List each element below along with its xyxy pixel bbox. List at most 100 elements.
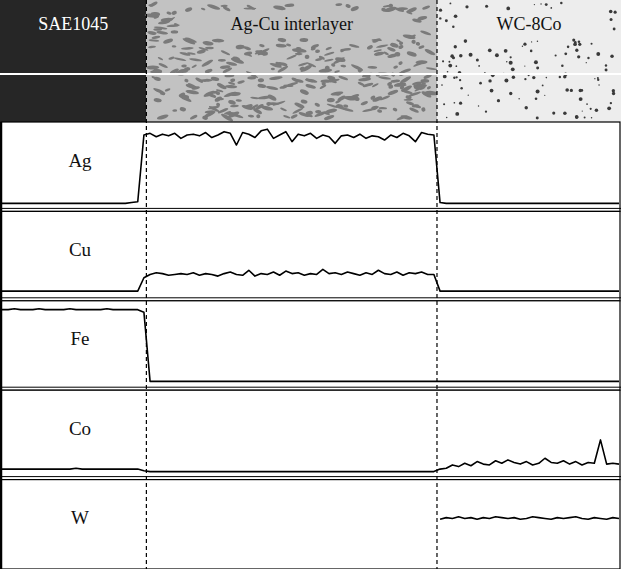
texture-grain — [179, 51, 191, 56]
texture-grain — [426, 67, 438, 71]
texture-grain — [220, 50, 230, 56]
texture-grain — [149, 1, 158, 8]
texture-grain — [394, 52, 400, 57]
texture-grain — [283, 84, 293, 87]
texture-grain — [290, 113, 298, 119]
texture-grain — [406, 6, 418, 14]
texture-grain — [158, 62, 168, 69]
texture-dot — [567, 46, 570, 49]
texture-dot — [565, 88, 569, 92]
texture-grain — [248, 115, 254, 118]
texture-dot — [572, 39, 575, 42]
texture-grain — [318, 68, 332, 73]
texture-grain — [424, 48, 436, 57]
texture-grain — [406, 10, 413, 15]
texture-dot — [460, 87, 463, 90]
panel-separator — [0, 476, 621, 477]
texture-grain — [157, 56, 163, 60]
texture-dot — [578, 40, 581, 43]
texture-grain — [304, 54, 309, 59]
texture-grain — [225, 85, 238, 89]
texture-grain — [415, 60, 427, 64]
panel-left-edge — [0, 211, 2, 300]
texture-dot — [448, 64, 452, 68]
texture-dot — [455, 76, 457, 78]
texture-grain — [350, 63, 364, 72]
texture-grain — [277, 37, 286, 42]
texture-grain — [154, 26, 168, 30]
texture-dot — [443, 75, 447, 79]
texture-dot — [536, 89, 540, 93]
texture-dot — [454, 45, 457, 48]
texture-dot — [485, 110, 487, 112]
texture-grain — [246, 4, 255, 11]
texture-grain — [201, 58, 214, 67]
texture-dot — [490, 89, 494, 93]
texture-grain — [171, 10, 177, 15]
texture-grain — [168, 56, 175, 60]
texture-grain — [286, 43, 292, 47]
texture-grain — [173, 57, 186, 62]
texture-grain — [295, 53, 303, 56]
texture-dot — [510, 56, 512, 58]
texture-grain — [280, 107, 287, 112]
texture-grain — [146, 65, 159, 69]
texture-dot — [550, 7, 552, 9]
texture-dot — [524, 78, 526, 80]
texture-grain — [276, 43, 287, 47]
texture-dot — [563, 112, 567, 116]
texture-grain — [347, 93, 360, 101]
texture-dot — [575, 49, 578, 52]
texture-dot — [552, 112, 555, 115]
texture-grain — [255, 49, 269, 56]
texture-dot — [579, 97, 583, 101]
texture-grain — [184, 6, 192, 12]
texture-dot — [504, 49, 508, 53]
texture-grain — [148, 39, 159, 42]
texture-grain — [324, 51, 335, 56]
profile-line — [440, 517, 619, 520]
texture-grain — [372, 39, 382, 41]
texture-grain — [345, 3, 351, 8]
texture-dot — [497, 99, 500, 102]
texture-dot — [545, 3, 548, 6]
texture-dot — [469, 53, 473, 57]
texture-grain — [153, 87, 166, 95]
texture-dot — [598, 84, 600, 86]
texture-grain — [216, 89, 224, 93]
region-image — [0, 0, 146, 122]
texture-grain — [297, 49, 307, 53]
texture-grain — [228, 81, 236, 85]
texture-grain — [178, 94, 192, 104]
texture-dot — [468, 94, 469, 95]
texture-grain — [414, 86, 423, 92]
texture-grain — [229, 92, 241, 97]
texture-grain — [203, 89, 216, 98]
texture-grain — [151, 12, 161, 17]
profile-line — [2, 440, 619, 472]
texture-grain — [378, 76, 392, 81]
profile-line — [2, 129, 619, 203]
texture-dot — [605, 64, 607, 66]
texture-grain — [381, 7, 387, 12]
texture-dot — [564, 52, 567, 55]
texture-grain — [230, 57, 244, 65]
texture-dot — [540, 3, 541, 4]
texture-dot — [464, 39, 468, 43]
texture-grain — [310, 47, 316, 51]
texture-dot — [546, 77, 548, 79]
texture-grain — [306, 78, 314, 83]
panel-frame — [1, 480, 620, 569]
element-label: W — [71, 507, 89, 528]
region-label: SAE1045 — [38, 14, 108, 34]
texture-grain — [360, 100, 368, 106]
texture-grain — [286, 54, 297, 60]
texture-grain — [305, 78, 318, 84]
texture-grain — [335, 99, 341, 104]
texture-grain — [405, 95, 412, 100]
texture-grain — [395, 83, 407, 86]
texture-dot — [443, 103, 445, 105]
texture-grain — [338, 75, 348, 81]
texture-grain — [228, 99, 237, 105]
texture-dot — [594, 78, 595, 79]
